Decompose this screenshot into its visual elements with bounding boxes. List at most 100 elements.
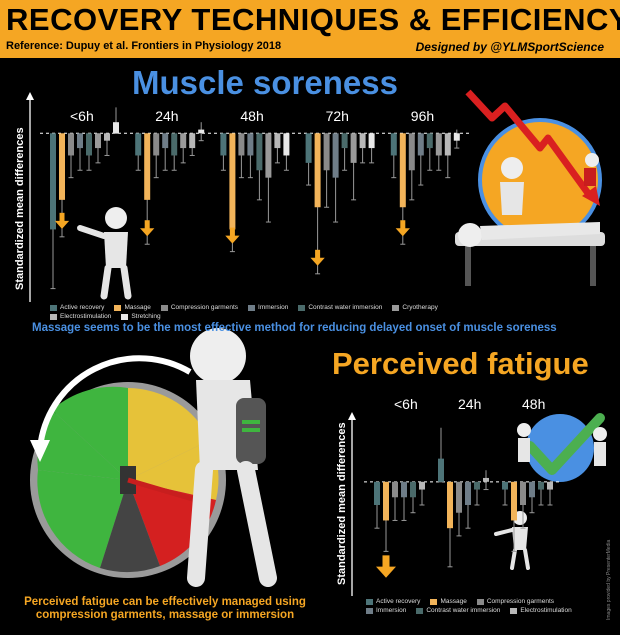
bar-electrostimulation-1 xyxy=(189,133,196,149)
bar-massage-1 xyxy=(447,481,453,529)
legend-label: Cryotherapy xyxy=(402,304,438,311)
bar-active-recovery-3 xyxy=(305,133,312,163)
bar-stretching-0 xyxy=(113,122,119,134)
legend-swatch xyxy=(121,313,129,320)
bar-compression-garments-2 xyxy=(238,133,245,156)
bar-active-recovery-1 xyxy=(438,458,444,482)
legend-item-contrast-water-immersion: Contrast water immersion xyxy=(298,304,382,311)
legend-swatch xyxy=(248,304,256,311)
tick-label-lt6h: <6h xyxy=(394,396,418,412)
bar-cryotherapy-1 xyxy=(180,133,187,149)
down-arrow-head-icon xyxy=(54,220,70,229)
y-axis-arrow-icon xyxy=(348,412,356,420)
bar-cryotherapy-2 xyxy=(265,133,272,178)
bar-immersion-3 xyxy=(332,133,339,178)
designed-by-text: Designed by @YLMSportScience xyxy=(415,40,604,54)
perceived-fatigue-title: Perceived fatigue xyxy=(332,346,589,381)
legend-swatch xyxy=(510,607,518,614)
legend-item-active-recovery: Active recovery xyxy=(50,304,104,311)
bar-stretching-3 xyxy=(368,133,375,149)
bar-massage-4 xyxy=(399,133,406,208)
legend-item-immersion: Immersion xyxy=(248,304,288,311)
legend-item-electrostimulation: Electrostimulation xyxy=(510,607,572,614)
bar-cryotherapy-3 xyxy=(350,133,357,163)
down-arrow-head-icon xyxy=(395,228,410,237)
down-arrow-icon xyxy=(382,555,390,568)
image-credit: Images provided by PresenterMedia xyxy=(606,539,612,620)
legend-label: Electrostimulation xyxy=(520,607,572,614)
bar-contrast-water-immersion-0 xyxy=(86,133,92,156)
legend-item-massage: Massage xyxy=(114,304,151,311)
bar-active-recovery-2 xyxy=(502,481,508,490)
bar-immersion-4 xyxy=(417,133,424,156)
bar-active-recovery-2 xyxy=(220,133,227,156)
bar-electrostimulation-1 xyxy=(483,477,489,482)
bar-compression-garments-1 xyxy=(153,133,160,156)
down-arrow-icon xyxy=(229,227,235,237)
legend-label: Immersion xyxy=(376,607,407,614)
legend-item-compression-garments: Compression garments xyxy=(476,598,554,605)
legend-swatch xyxy=(392,304,400,311)
bar-stretching-1 xyxy=(198,129,205,134)
bar-active-recovery-0 xyxy=(50,133,56,230)
muscle-soreness-legend: Active recovery Massage Compression garmen… xyxy=(50,304,490,320)
bar-electrostimulation-0 xyxy=(104,133,110,141)
bar-active-recovery-0 xyxy=(374,481,380,505)
bar-contrast-water-immersion-2 xyxy=(538,481,544,490)
muscle-soreness-caption: Massage seems to be the most effective m… xyxy=(32,322,557,334)
bar-compression-garments-1 xyxy=(456,481,462,513)
bar-immersion-2 xyxy=(529,481,535,498)
legend-swatch xyxy=(476,598,484,605)
muscle-soreness-title: Muscle soreness xyxy=(132,64,398,101)
bar-electrostimulation-2 xyxy=(274,133,281,149)
bar-stretching-4 xyxy=(453,133,460,141)
pointing-figure xyxy=(77,207,132,300)
bar-contrast-water-immersion-3 xyxy=(341,133,348,149)
legend-label: Contrast water immersion xyxy=(426,607,501,614)
legend-swatch xyxy=(114,304,122,311)
fatigue-gauge xyxy=(30,328,277,587)
legend-swatch xyxy=(298,304,306,311)
tick-label-lt6h: <6h xyxy=(70,108,94,124)
bar-compression-garments-2 xyxy=(520,481,526,505)
massage-illustration xyxy=(455,118,605,286)
bar-immersion-1 xyxy=(162,133,169,149)
legend-label: Electrostimulation xyxy=(60,313,112,320)
falling-arrow-icon xyxy=(465,89,600,206)
bar-electrostimulation-4 xyxy=(444,133,451,156)
down-arrow-icon xyxy=(144,220,150,230)
bar-immersion-1 xyxy=(465,481,471,505)
tick-label-72h: 72h xyxy=(325,108,349,124)
legend-item-compression-garments: Compression garments xyxy=(160,304,238,311)
legend-item-immersion: Immersion xyxy=(366,607,406,614)
bar-cryotherapy-4 xyxy=(435,133,442,156)
checkmark-illustration xyxy=(517,413,607,482)
bar-contrast-water-immersion-0 xyxy=(410,481,416,498)
bar-contrast-water-immersion-1 xyxy=(474,481,480,490)
bar-contrast-water-immersion-2 xyxy=(256,133,263,171)
bar-cryotherapy-0 xyxy=(95,133,101,149)
legend-swatch xyxy=(160,304,168,311)
bar-contrast-water-immersion-1 xyxy=(171,133,178,156)
legend-item-electrostimulation: Electrostimulation xyxy=(50,313,111,320)
legend-label: Active recovery xyxy=(376,598,421,605)
bar-immersion-2 xyxy=(247,133,254,156)
legend-item-cryotherapy: Cryotherapy xyxy=(392,304,438,311)
reference-text: Reference: Dupuy et al. Frontiers in Phy… xyxy=(6,40,282,52)
bar-active-recovery-4 xyxy=(390,133,397,156)
legend-swatch xyxy=(50,304,57,311)
bar-immersion-0 xyxy=(401,481,407,498)
tick-label-48h: 48h xyxy=(522,396,546,412)
legend-item-stretching: Stretching xyxy=(121,313,161,320)
legend-swatch xyxy=(50,313,57,320)
down-arrow-head-icon xyxy=(225,235,240,244)
tick-label-24h: 24h xyxy=(458,396,482,412)
bar-massage-3 xyxy=(314,133,321,208)
bar-massage-2 xyxy=(511,481,517,521)
tick-label-96h: 96h xyxy=(410,108,435,124)
bar-compression-garments-3 xyxy=(323,133,330,171)
legend-swatch xyxy=(416,607,424,614)
legend-swatch xyxy=(366,607,373,614)
